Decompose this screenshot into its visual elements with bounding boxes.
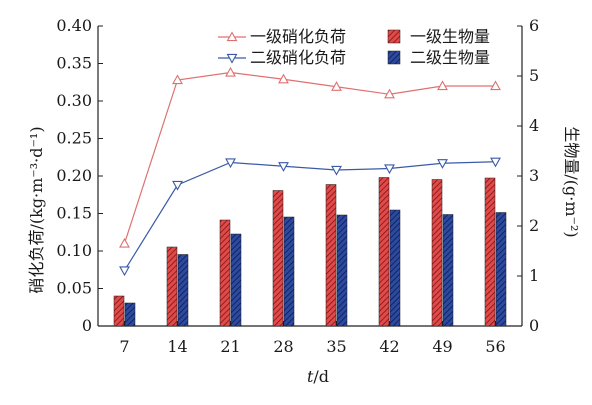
primary-biomass-bar [113, 295, 125, 327]
secondary-biomass-bar [336, 214, 348, 327]
primary-biomass-bar [431, 179, 443, 327]
legend-primary-biomass: 一级生物量 [387, 27, 490, 46]
legend-primary-nitrification: 一级硝化负荷 [218, 27, 346, 46]
primary-nitrification-point [384, 88, 395, 99]
secondary-nitrification-point [119, 266, 130, 277]
x-tick-label: 7 [119, 337, 129, 356]
left-tick-label: 0.20 [56, 166, 92, 185]
x-tick-label: 14 [167, 337, 187, 356]
x-tick-label: 35 [326, 337, 346, 356]
legend-marker-icon [226, 53, 238, 64]
secondary-nitrification-line [123, 161, 496, 271]
primary-nitrification-line [123, 71, 496, 244]
right-y-axis-label: 生物量/(g·m⁻²) [562, 126, 581, 237]
primary-biomass-bar [325, 184, 337, 327]
legend-label: 一级生物量 [410, 27, 490, 46]
secondary-nitrification-point [384, 164, 395, 175]
left-tick-label: 0.25 [56, 129, 92, 148]
x-tick-label: 28 [273, 337, 293, 356]
primary-nitrification-point [490, 80, 501, 91]
primary-biomass-bar [378, 177, 390, 327]
primary-nitrification-point [119, 237, 130, 248]
secondary-nitrification-point [172, 180, 183, 191]
x-tick-label: 56 [485, 337, 505, 356]
secondary-nitrification-point [437, 159, 448, 169]
primary-biomass-bar [219, 219, 231, 327]
left-tick-label: 0 [82, 316, 92, 335]
primary-nitrification-point [437, 80, 448, 91]
primary-nitrification-point [331, 81, 342, 91]
legend-bar-swatch [387, 50, 401, 65]
legend-bar-swatch [387, 29, 401, 44]
legend-secondary-nitrification: 二级硝化负荷 [218, 48, 346, 67]
right-tick-label: 0 [529, 316, 539, 335]
right-tick-label: 2 [529, 216, 539, 235]
legend-marker-icon [226, 31, 238, 42]
secondary-biomass-bar [124, 302, 136, 327]
secondary-nitrification-point [225, 158, 236, 169]
primary-biomass-bar [272, 190, 284, 327]
secondary-nitrification-point [331, 165, 342, 176]
legend-label: 一级硝化负荷 [250, 27, 346, 46]
secondary-biomass-bar [442, 214, 454, 327]
bar-series-group [113, 177, 507, 327]
secondary-biomass-bar [230, 233, 242, 327]
secondary-biomass-bar [389, 209, 401, 327]
right-tick-label: 3 [529, 166, 539, 185]
primary-nitrification-point [172, 74, 183, 85]
left-tick-label: 0.35 [56, 54, 92, 73]
right-y-axis: 0 1 2 3 4 5 6 [517, 16, 539, 335]
x-axis-label-variable: t [307, 367, 314, 386]
primary-nitrification-point [278, 73, 289, 84]
right-tick-label: 1 [529, 266, 539, 285]
legend-label: 二级生物量 [410, 48, 490, 67]
right-tick-label: 5 [529, 66, 539, 85]
secondary-biomass-bar [495, 212, 507, 327]
x-axis: 7 14 21 28 35 42 49 56 [119, 321, 506, 356]
secondary-nitrification-point [278, 162, 289, 172]
primary-biomass-bar [166, 246, 178, 327]
x-tick-label: 42 [379, 337, 399, 356]
secondary-biomass-bar [177, 254, 189, 327]
secondary-biomass-bar [283, 216, 295, 327]
left-tick-label: 0.30 [56, 91, 92, 110]
left-tick-label: 0.40 [56, 16, 92, 35]
x-tick-label: 21 [220, 337, 240, 356]
primary-nitrification-point [225, 66, 236, 77]
left-y-axis-label: 硝化负荷/(kg·m⁻³·d⁻¹) [27, 126, 46, 293]
left-tick-label: 0.10 [56, 241, 92, 260]
left-y-axis: 0 0.05 0.10 0.15 0.20 0.25 0.30 0.35 0.40 [56, 16, 103, 335]
legend-secondary-biomass: 二级生物量 [387, 48, 490, 67]
x-axis-label: t/d [307, 367, 329, 386]
secondary-nitrification-point [490, 157, 501, 168]
right-tick-label: 4 [529, 116, 539, 135]
x-axis-label-unit: /d [313, 367, 329, 386]
legend-label: 二级硝化负荷 [250, 48, 346, 67]
plot-frame [97, 26, 523, 327]
line-series-group [119, 66, 501, 277]
left-tick-label: 0.15 [56, 204, 92, 223]
x-tick-label: 49 [432, 337, 452, 356]
right-tick-label: 6 [529, 16, 539, 35]
left-tick-label: 0.05 [56, 279, 92, 298]
primary-biomass-bar [484, 177, 496, 327]
